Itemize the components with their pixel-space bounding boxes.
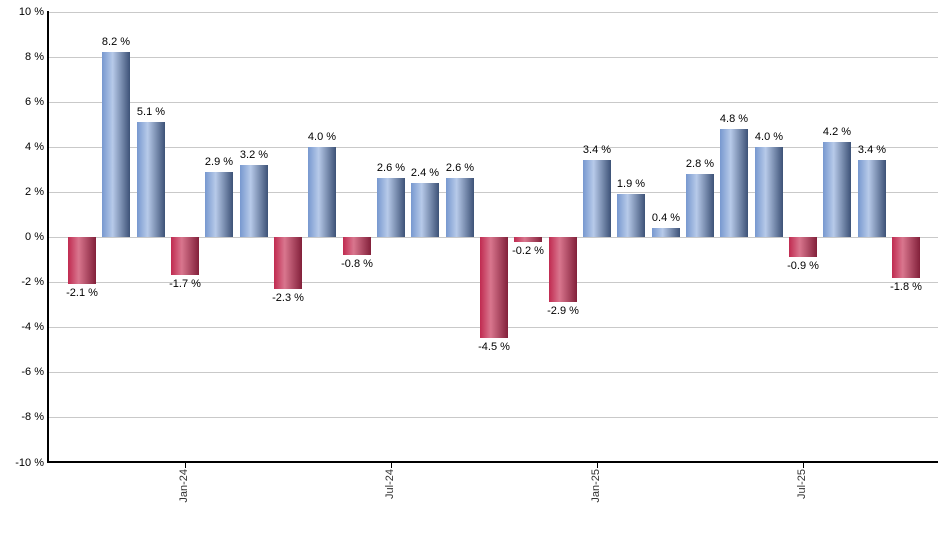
bar-negative: [343, 237, 371, 255]
y-axis-line: [47, 11, 49, 463]
bar-value-label: 4.0 %: [307, 131, 337, 143]
gridline: [48, 102, 938, 103]
bar-value-label: 1.9 %: [616, 178, 646, 190]
bar-positive: [205, 172, 233, 237]
x-axis-tick-label: Jul-24: [384, 469, 396, 499]
bar-value-label: 3.2 %: [239, 149, 269, 161]
gridline: [48, 372, 938, 373]
bar-value-label: 2.9 %: [204, 156, 234, 168]
gridline: [48, 417, 938, 418]
y-axis-tick-label: 4 %: [25, 141, 44, 153]
bar-positive: [308, 147, 336, 237]
bar-value-label: 2.6 %: [376, 162, 406, 174]
gridline: [48, 192, 938, 193]
bar-value-label: 0.4 %: [651, 212, 681, 224]
x-axis-line: [47, 461, 938, 463]
y-axis-tick-label: 2 %: [25, 186, 44, 198]
bar-value-label: 2.8 %: [685, 158, 715, 170]
bar-negative: [549, 237, 577, 302]
bar-positive: [446, 178, 474, 237]
bar-positive: [377, 178, 405, 237]
bar-positive: [240, 165, 268, 237]
bar-value-label: 4.8 %: [719, 113, 749, 125]
gridline: [48, 57, 938, 58]
bar-positive: [755, 147, 783, 237]
x-axis-tick-label: Jul-25: [796, 469, 808, 499]
y-axis-tick-label: 6 %: [25, 96, 44, 108]
bar-value-label: -2.3 %: [272, 292, 304, 304]
bar-positive: [686, 174, 714, 237]
bar-value-label: 3.4 %: [582, 144, 612, 156]
bar-positive: [583, 160, 611, 237]
bar-positive: [720, 129, 748, 237]
bar-negative: [789, 237, 817, 257]
bar-positive: [137, 122, 165, 237]
y-axis-tick-label: -6 %: [21, 366, 44, 378]
bar-value-label: -0.9 %: [787, 260, 819, 272]
bar-negative: [274, 237, 302, 289]
y-axis-tick-label: -8 %: [21, 411, 44, 423]
bar-positive: [858, 160, 886, 237]
bar-value-label: 8.2 %: [101, 36, 131, 48]
bar-value-label: -2.9 %: [547, 305, 579, 317]
bar-negative: [480, 237, 508, 338]
bar-value-label: -0.2 %: [512, 245, 544, 257]
bar-value-label: -1.7 %: [169, 278, 201, 290]
bar-negative: [68, 237, 96, 284]
bar-negative: [892, 237, 920, 278]
bar-value-label: -2.1 %: [66, 287, 98, 299]
bar-positive: [617, 194, 645, 237]
bar-value-label: -1.8 %: [890, 281, 922, 293]
bar-negative: [514, 237, 542, 242]
bar-value-label: 4.0 %: [754, 131, 784, 143]
y-axis-tick-label: 0 %: [25, 231, 44, 243]
bar-value-label: 2.6 %: [445, 162, 475, 174]
y-axis-tick-label: 8 %: [25, 51, 44, 63]
y-axis-tick-label: 10 %: [18, 6, 44, 18]
x-axis-tick-label: Jan-25: [590, 469, 602, 503]
bar-positive: [652, 228, 680, 237]
bar-negative: [171, 237, 199, 275]
x-axis-tick: [391, 463, 392, 468]
y-axis-tick-label: -4 %: [21, 321, 44, 333]
y-axis-tick-label: -10 %: [15, 457, 44, 469]
y-axis-tick-label: -2 %: [21, 276, 44, 288]
x-axis-tick: [803, 463, 804, 468]
x-axis-tick: [185, 463, 186, 468]
bar-value-label: 2.4 %: [410, 167, 440, 179]
bar-positive: [411, 183, 439, 237]
bar-value-label: 3.4 %: [857, 144, 887, 156]
bar-positive: [102, 52, 130, 237]
gridline: [48, 147, 938, 148]
bar-value-label: -4.5 %: [478, 341, 510, 353]
bar-value-label: 4.2 %: [822, 126, 852, 138]
bar-value-label: 5.1 %: [136, 106, 166, 118]
x-axis-tick: [597, 463, 598, 468]
bar-positive: [823, 142, 851, 237]
x-axis-tick-label: Jan-24: [178, 469, 190, 503]
bar-value-label: -0.8 %: [341, 258, 373, 270]
gridline: [48, 12, 938, 13]
